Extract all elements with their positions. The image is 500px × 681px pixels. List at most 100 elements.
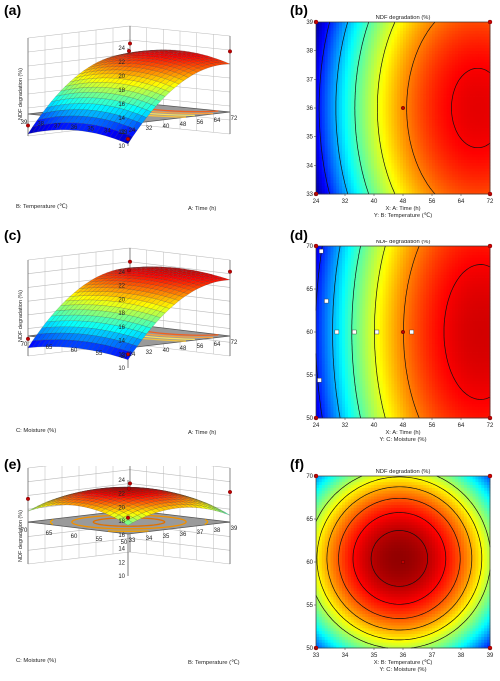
- contour-cell: [437, 168, 442, 172]
- contour-cell: [321, 67, 326, 72]
- contour-cell: [455, 87, 459, 92]
- contour-cell: [458, 171, 462, 175]
- contour-cell: [429, 130, 433, 135]
- contour-cell: [327, 415, 331, 419]
- contour-cell: [365, 50, 369, 54]
- contour-cell: [388, 76, 392, 80]
- contour-cell: [385, 136, 389, 140]
- contour-cell: [432, 182, 436, 186]
- contour-cell: [397, 130, 401, 135]
- contour-cell: [318, 306, 323, 310]
- contour-cell: [440, 153, 444, 158]
- contour-cell: [420, 119, 424, 123]
- contour-cell: [376, 176, 381, 181]
- contour-cell: [324, 162, 328, 166]
- contour-cell: [420, 122, 424, 126]
- contour-cell: [316, 42, 320, 46]
- contour-cell: [327, 36, 331, 40]
- contour-cell: [385, 36, 389, 40]
- contour-cell: [356, 99, 360, 103]
- contour-cell: [432, 93, 436, 97]
- contour-cell: [350, 142, 355, 146]
- contour-cell: [475, 136, 479, 140]
- contour-cell: [316, 251, 320, 255]
- contour-cell: [469, 93, 473, 97]
- contour-cell: [455, 65, 459, 69]
- contour-cell: [368, 39, 372, 43]
- contour-cell: [411, 185, 415, 189]
- contour-cell: [359, 171, 363, 175]
- contour-cell: [432, 90, 436, 95]
- contour-cell: [356, 119, 360, 123]
- contour-cell: [388, 33, 392, 37]
- contour-cell: [472, 39, 476, 43]
- contour-cell: [359, 44, 363, 49]
- contour-cell: [324, 309, 328, 313]
- contour-cell: [385, 165, 389, 169]
- contour-cell: [403, 156, 407, 160]
- contour-cell: [434, 73, 439, 77]
- contour-cell: [316, 73, 320, 77]
- contour-cell: [353, 133, 357, 138]
- contour-cell: [388, 36, 392, 40]
- contour-cell: [347, 153, 352, 158]
- contour-cell: [408, 191, 413, 195]
- contour-cell: [463, 105, 468, 109]
- contour-cell: [461, 139, 465, 143]
- contour-cell: [481, 22, 485, 26]
- contour-cell: [429, 102, 433, 106]
- contour-cell: [458, 53, 462, 57]
- contour-cell: [371, 73, 375, 77]
- contour-cell: [481, 33, 485, 37]
- contour-cell: [466, 76, 471, 80]
- contour-cell: [321, 62, 326, 66]
- contour-cell: [318, 314, 323, 319]
- contour-cell: [327, 182, 331, 186]
- contour-cell: [405, 67, 410, 72]
- contour-cell: [443, 30, 447, 34]
- contour-cell: [420, 30, 424, 34]
- contour-cell: [420, 130, 424, 135]
- contour-cell: [333, 44, 337, 49]
- contour-cell: [339, 128, 343, 132]
- contour-cell: [327, 397, 331, 402]
- contour-cell: [403, 139, 407, 143]
- contour-cell: [423, 133, 427, 138]
- contour-cell: [487, 102, 491, 106]
- contour-cell: [324, 329, 328, 333]
- contour-cell: [374, 96, 378, 100]
- contour-cell: [434, 30, 439, 34]
- contour-cell: [469, 30, 473, 34]
- contour-cell: [330, 87, 334, 92]
- contour-cell: [403, 24, 407, 29]
- contour-cell: [437, 188, 442, 192]
- contour-cell: [423, 82, 427, 86]
- contour-cell: [327, 85, 331, 89]
- contour-cell: [368, 139, 372, 143]
- y-tick-label: 35: [306, 135, 313, 141]
- contour-cell: [374, 142, 378, 146]
- contour-cell: [382, 24, 386, 29]
- contour-cell: [420, 179, 424, 183]
- contour-cell: [356, 125, 360, 129]
- contour-cell: [368, 148, 372, 152]
- contour-cell: [405, 113, 410, 117]
- contour-cell: [385, 179, 389, 183]
- contour-cell: [385, 156, 389, 160]
- contour-cell: [374, 159, 378, 163]
- contour-cell: [365, 113, 369, 117]
- contour-cell: [408, 173, 413, 178]
- contour-cell: [368, 96, 372, 100]
- contour-cell: [324, 65, 328, 69]
- contour-cell: [414, 24, 418, 29]
- contour-cell: [472, 36, 476, 40]
- contour-cell: [327, 409, 331, 413]
- contour-cell: [385, 99, 389, 103]
- contour-cell: [368, 22, 372, 26]
- contour-cell: [461, 30, 465, 34]
- contour-cell: [342, 148, 346, 152]
- contour-cell: [359, 93, 363, 97]
- contour-cell: [327, 47, 331, 52]
- contour-cell: [475, 24, 479, 29]
- contour-cell: [374, 179, 378, 183]
